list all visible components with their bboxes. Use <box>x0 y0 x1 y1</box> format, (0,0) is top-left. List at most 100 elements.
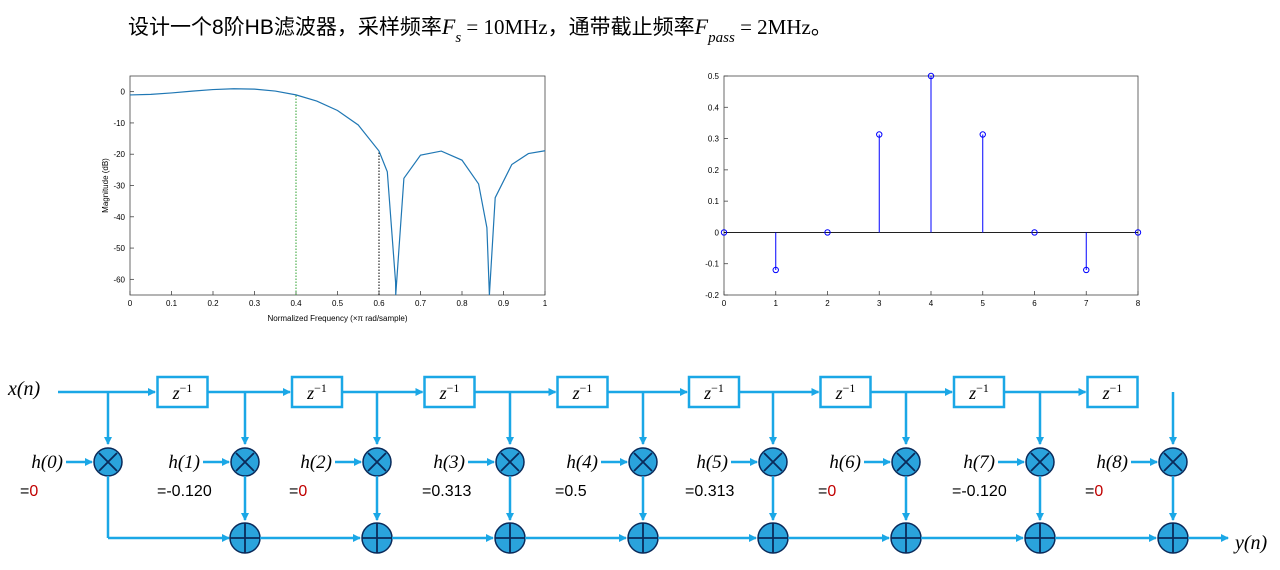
tap-name: h(4) <box>566 452 598 473</box>
delay-power: −1 <box>1110 381 1123 395</box>
tap-value: =0.313 <box>685 483 734 500</box>
tap-value: =0 <box>289 483 307 500</box>
equals: = <box>1085 483 1094 500</box>
multiplier-cross <box>98 452 118 472</box>
y-tick-label: -50 <box>113 244 125 253</box>
delay-label: z−1 <box>968 381 989 403</box>
tap-value: =0 <box>1085 483 1103 500</box>
delay-box <box>952 375 1006 409</box>
y-tick-label: 0 <box>715 228 720 237</box>
output-label: y(n) <box>1233 532 1268 554</box>
x-tick-label: 8 <box>1136 299 1141 308</box>
delay-power: −1 <box>976 381 989 395</box>
stem-marker <box>927 72 935 80</box>
y-tick-label: -0.2 <box>705 291 719 300</box>
x-tick-label: 0.2 <box>207 299 219 308</box>
coefficient: -0.120 <box>166 483 211 500</box>
delay-box <box>687 375 741 409</box>
y-tick-label: -20 <box>113 150 125 159</box>
plot-frame <box>129 75 546 296</box>
y-tick-label: 0.2 <box>708 166 720 175</box>
y-tick-label: 0.4 <box>708 103 720 112</box>
x-tick-label: 0.7 <box>415 299 427 308</box>
delay-power: −1 <box>447 381 460 395</box>
x-tick-label: 4 <box>929 299 934 308</box>
stem-marker <box>772 266 779 274</box>
adder-cross <box>230 523 260 553</box>
tap-name: h(8) <box>1096 452 1128 473</box>
delay-symbol: z <box>439 383 447 403</box>
tap-name: h(0) <box>31 452 63 473</box>
delay-box <box>290 375 344 409</box>
y-tick-label: -30 <box>113 182 125 191</box>
delay-label: z−1 <box>306 381 327 403</box>
adder-cross <box>758 523 788 553</box>
stem-marker <box>979 131 986 138</box>
title-part: F <box>441 14 456 39</box>
x-tick-label: 0.3 <box>249 299 261 308</box>
x-tick-label: 1 <box>774 299 779 308</box>
equals: = <box>555 483 564 500</box>
delay-power: −1 <box>180 381 193 395</box>
title: 设计一个8阶HB滤波器，采样频率Fs = 10MHz，通带截止频率Fpass =… <box>128 14 832 46</box>
x-axis-label: Normalized Frequency (×π rad/sample) <box>267 314 407 323</box>
title-part: = 10MHz，通带截止频率 <box>461 15 695 39</box>
delay-box <box>819 375 872 409</box>
multiplier-cross <box>896 452 916 472</box>
delay-symbol: z <box>968 383 976 403</box>
multiplier-cross <box>500 452 520 472</box>
equals: = <box>157 483 166 500</box>
equals: = <box>952 483 961 500</box>
tap-name: h(1) <box>168 452 200 473</box>
adder-cross <box>628 523 658 553</box>
coefficient: 0.313 <box>431 483 471 500</box>
input-label: x(n) <box>7 378 41 400</box>
delay-label: z−1 <box>572 381 593 403</box>
tap-name: h(2) <box>300 452 332 473</box>
y-tick-label: -0.1 <box>705 260 719 269</box>
y-tick-label: -60 <box>113 275 125 284</box>
delay-symbol: z <box>572 383 580 403</box>
delay-label: z−1 <box>172 381 193 403</box>
title-part: = 2MHz。 <box>735 15 832 39</box>
multiplier-cross <box>235 452 255 472</box>
y-tick-label: 0.5 <box>708 72 720 81</box>
stem-marker <box>1083 266 1090 274</box>
tap-name: h(6) <box>829 452 861 473</box>
adder-cross <box>891 523 921 553</box>
delay-symbol: z <box>306 383 314 403</box>
multiplier-cross <box>367 452 387 472</box>
y-tick-label: 0.3 <box>708 135 720 144</box>
tap-value: =0.313 <box>422 483 471 500</box>
equals: = <box>289 483 298 500</box>
y-axis-label: Magnitude (dB) <box>101 158 110 213</box>
y-tick-label: -10 <box>113 119 125 128</box>
tap-value: =-0.120 <box>157 483 212 500</box>
delay-symbol: z <box>703 383 711 403</box>
multiplier-cross <box>633 452 653 472</box>
coefficient: 0 <box>29 483 38 500</box>
equals: = <box>20 483 29 500</box>
tap-value: =0 <box>818 483 836 500</box>
equals: = <box>422 483 431 500</box>
tap-value: =-0.120 <box>952 483 1007 500</box>
tap-name: h(5) <box>696 452 728 473</box>
x-tick-label: 0 <box>128 299 133 308</box>
x-tick-label: 2 <box>825 299 830 308</box>
tap-value: =0 <box>20 483 38 500</box>
delay-label: z−1 <box>703 381 724 403</box>
x-tick-label: 0 <box>722 299 727 308</box>
response-curve <box>129 88 546 296</box>
title-part: 设计一个8阶HB滤波器，采样频率 <box>128 16 442 39</box>
y-tick-label: 0.1 <box>708 197 720 206</box>
x-tick-label: 0.4 <box>290 299 302 308</box>
y-tick-label: -40 <box>113 213 125 222</box>
stem-marker <box>1031 229 1038 236</box>
coefficient: 0.5 <box>564 483 586 500</box>
coefficient: 0 <box>1094 483 1103 500</box>
adder-cross <box>1158 523 1188 553</box>
title-part: s <box>455 30 461 46</box>
x-tick-label: 6 <box>1032 299 1037 308</box>
delay-symbol: z <box>835 383 843 403</box>
